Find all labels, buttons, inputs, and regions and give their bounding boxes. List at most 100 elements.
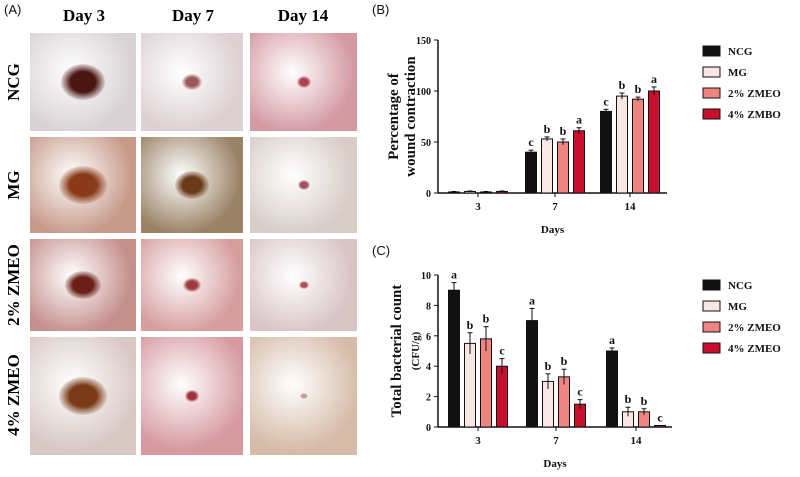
x-tick-label: 14 <box>631 435 643 447</box>
significance-letter: b <box>619 78 626 92</box>
significance-letter: b <box>625 392 632 406</box>
wound <box>59 376 107 416</box>
x-tick-label: 14 <box>625 201 637 213</box>
wound-photo-mg-day-14 <box>250 137 357 233</box>
panel-b-label: (B) <box>372 2 390 17</box>
bar <box>526 320 538 428</box>
y-tick-label: 50 <box>421 138 431 149</box>
legend-label: 4% ZMEO <box>728 343 781 355</box>
bar <box>654 424 666 428</box>
bar <box>557 141 569 194</box>
wound-photo-mg-day-7 <box>141 137 243 233</box>
legend-label: MG <box>728 67 747 79</box>
y-tick-label: 6 <box>426 332 431 343</box>
significance-letter: c <box>657 410 663 424</box>
y-tick-label: 8 <box>426 301 431 312</box>
significance-letter: b <box>561 354 568 368</box>
y-axis-title: Total bacterial count <box>389 285 405 418</box>
significance-letter: a <box>529 293 535 307</box>
bar <box>496 365 508 428</box>
legend-label: 4% ZMBO <box>728 109 781 121</box>
wound-photo-2-zmeo-day-7 <box>141 239 243 331</box>
panel-a-label: (A) <box>4 2 22 17</box>
wound <box>298 281 309 289</box>
wound <box>59 165 107 205</box>
wound-photo-ncg-day-7 <box>141 33 243 131</box>
significance-letter: b <box>545 359 552 373</box>
significance-letter: c <box>577 385 583 399</box>
legend-label: NCG <box>728 280 753 292</box>
wound <box>183 277 201 293</box>
panel-c-label: (C) <box>372 243 391 258</box>
significance-letter: a <box>576 113 582 127</box>
significance-letter: a <box>651 72 657 86</box>
column-header-day3: Day 3 <box>62 6 106 25</box>
y-tick-label: 0 <box>426 423 431 434</box>
legend-swatch <box>702 279 721 291</box>
y-tick-label: 150 <box>416 36 431 47</box>
x-axis-title: Days <box>543 458 567 470</box>
significance-letter: c <box>499 344 505 358</box>
y-axis-title: wound contraction <box>403 56 419 177</box>
y-tick-label: 0 <box>426 189 431 200</box>
legend-swatch <box>702 66 721 78</box>
bar <box>616 95 628 194</box>
bar <box>573 130 585 194</box>
wound <box>299 392 308 400</box>
legend-label: 2% ZMEO <box>728 88 781 100</box>
x-tick-label: 7 <box>553 435 559 447</box>
bar <box>464 342 476 428</box>
legend-swatch <box>702 321 721 333</box>
wound-photo-ncg-day-14 <box>250 33 357 131</box>
bar <box>525 151 537 194</box>
wound-photo-4-zmeo-day-3 <box>30 337 136 455</box>
wound <box>175 171 209 199</box>
wound <box>65 270 101 300</box>
legend-swatch <box>702 87 721 99</box>
wound <box>185 390 199 402</box>
bar <box>606 350 618 428</box>
legend-label: MG <box>728 301 747 313</box>
wound-photo-4-zmeo-day-7 <box>141 337 243 455</box>
significance-letter: c <box>528 135 534 149</box>
wound <box>297 180 310 190</box>
wound <box>296 76 311 88</box>
significance-letter: b <box>483 312 490 326</box>
legend-swatch <box>702 45 721 57</box>
legend-swatch <box>702 108 721 120</box>
x-tick-label: 3 <box>475 435 481 447</box>
y-axis-title: Percentage of <box>386 72 402 160</box>
bar <box>648 90 660 194</box>
y-tick-label: 100 <box>416 87 431 98</box>
legend-swatch <box>702 300 721 312</box>
y-tick-label: 10 <box>421 271 431 282</box>
x-tick-label: 3 <box>475 201 481 213</box>
bar <box>600 110 612 194</box>
bar <box>632 98 644 194</box>
x-axis-title: Days <box>541 224 565 236</box>
y-tick-label: 2 <box>426 393 431 404</box>
x-tick-label: 7 <box>552 201 558 213</box>
wound <box>61 64 105 100</box>
wound-photo-4-zmeo-day-14 <box>250 337 357 455</box>
legend-label: 2% ZMEO <box>728 322 781 334</box>
significance-letter: b <box>467 318 474 332</box>
significance-letter: b <box>635 82 642 96</box>
y-tick-label: 4 <box>426 362 431 373</box>
bar <box>541 138 553 194</box>
legend-swatch <box>702 342 721 354</box>
bar <box>480 338 492 428</box>
y-axis-title: (CFU/g) <box>410 331 422 370</box>
column-header-day14: Day 14 <box>277 6 329 25</box>
legend-label: NCG <box>728 46 753 58</box>
wound <box>182 74 202 90</box>
significance-letter: a <box>451 268 457 282</box>
wound-photo-2-zmeo-day-14 <box>250 239 357 331</box>
wound-photo-mg-day-3 <box>30 137 136 233</box>
wound-photo-2-zmeo-day-3 <box>30 239 136 331</box>
bar <box>448 289 460 428</box>
wound-photo-ncg-day-3 <box>30 33 136 131</box>
significance-letter: b <box>560 124 567 138</box>
